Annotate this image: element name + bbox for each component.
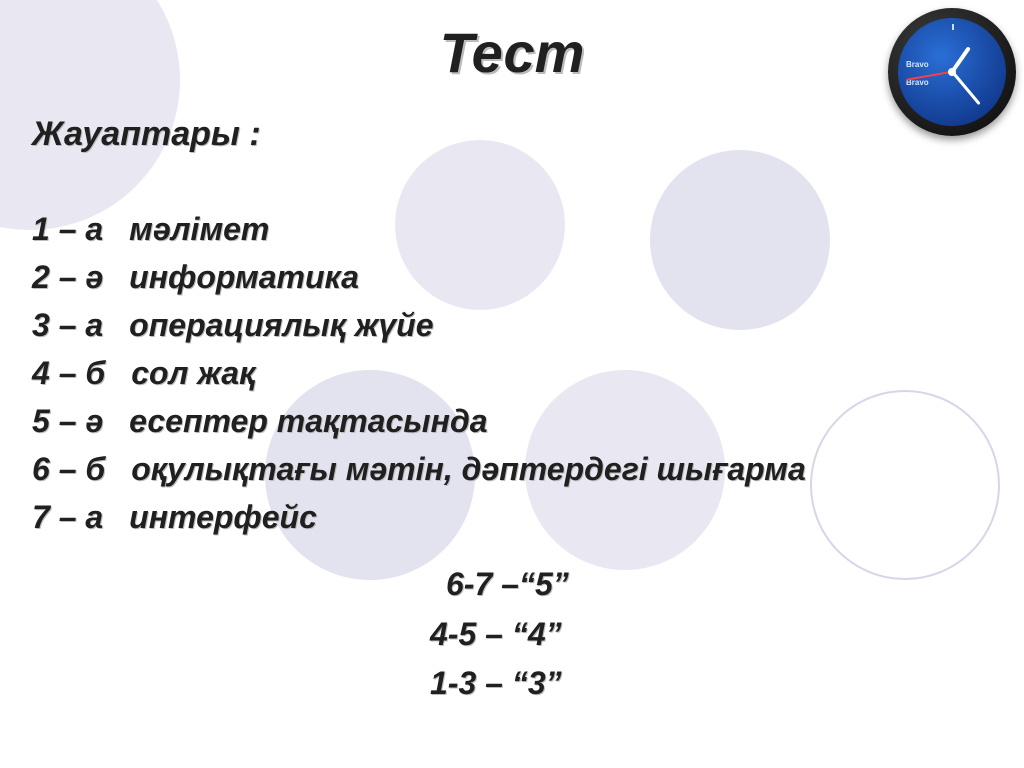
answer-line: 3 – а операциялық жүйе — [32, 301, 806, 349]
clock-center-dot — [948, 68, 956, 76]
answer-text: оқулықтағы мәтін, дәптердегі шығарма — [131, 445, 806, 493]
answers-heading: Жауаптары : — [32, 115, 261, 154]
answer-text: операциялық жүйе — [129, 301, 433, 349]
answer-number: 4 – б — [32, 349, 105, 397]
answer-number: 2 – ә — [32, 253, 103, 301]
answer-number: 3 – а — [32, 301, 103, 349]
clock-tick — [952, 24, 954, 30]
answer-number: 1 – а — [32, 205, 103, 253]
answer-text: есептер тақтасында — [129, 397, 487, 445]
answer-text: мәлімет — [129, 205, 269, 253]
grade-line: 6-7 –“5” — [430, 560, 569, 610]
answer-number: 6 – б — [32, 445, 105, 493]
grade-line: 1-3 – “3” — [430, 659, 569, 709]
answer-line: 2 – ә информатика — [32, 253, 806, 301]
answer-number: 5 – ә — [32, 397, 103, 445]
answer-line: 5 – ә есептер тақтасында — [32, 397, 806, 445]
clock-label: Bravo — [906, 60, 929, 69]
answer-line: 7 – а интерфейс — [32, 493, 806, 541]
answer-line: 6 – б оқулықтағы мәтін, дәптердегі шығарм… — [32, 445, 806, 493]
bg-circle — [810, 390, 1000, 580]
clock-face: Bravo Bravo — [898, 18, 1006, 126]
clock-minute-hand — [951, 71, 980, 105]
clock-second-hand — [907, 71, 953, 80]
answer-text: информатика — [129, 253, 359, 301]
answer-number: 7 – а — [32, 493, 103, 541]
answer-line: 1 – а мәлімет — [32, 205, 806, 253]
grade-line: 4-5 – “4” — [430, 610, 569, 660]
answer-text: интерфейс — [129, 493, 317, 541]
grading-scale: 6-7 –“5”4-5 – “4”1-3 – “3” — [430, 560, 569, 709]
clock-image: Bravo Bravo — [888, 8, 1016, 136]
answer-text: сол жақ — [131, 349, 255, 397]
answers-list: 1 – а мәлімет 2 – ә информатика 3 – а операци… — [32, 205, 806, 541]
answer-line: 4 – б сол жақ — [32, 349, 806, 397]
slide-title: Тест — [0, 20, 1024, 85]
